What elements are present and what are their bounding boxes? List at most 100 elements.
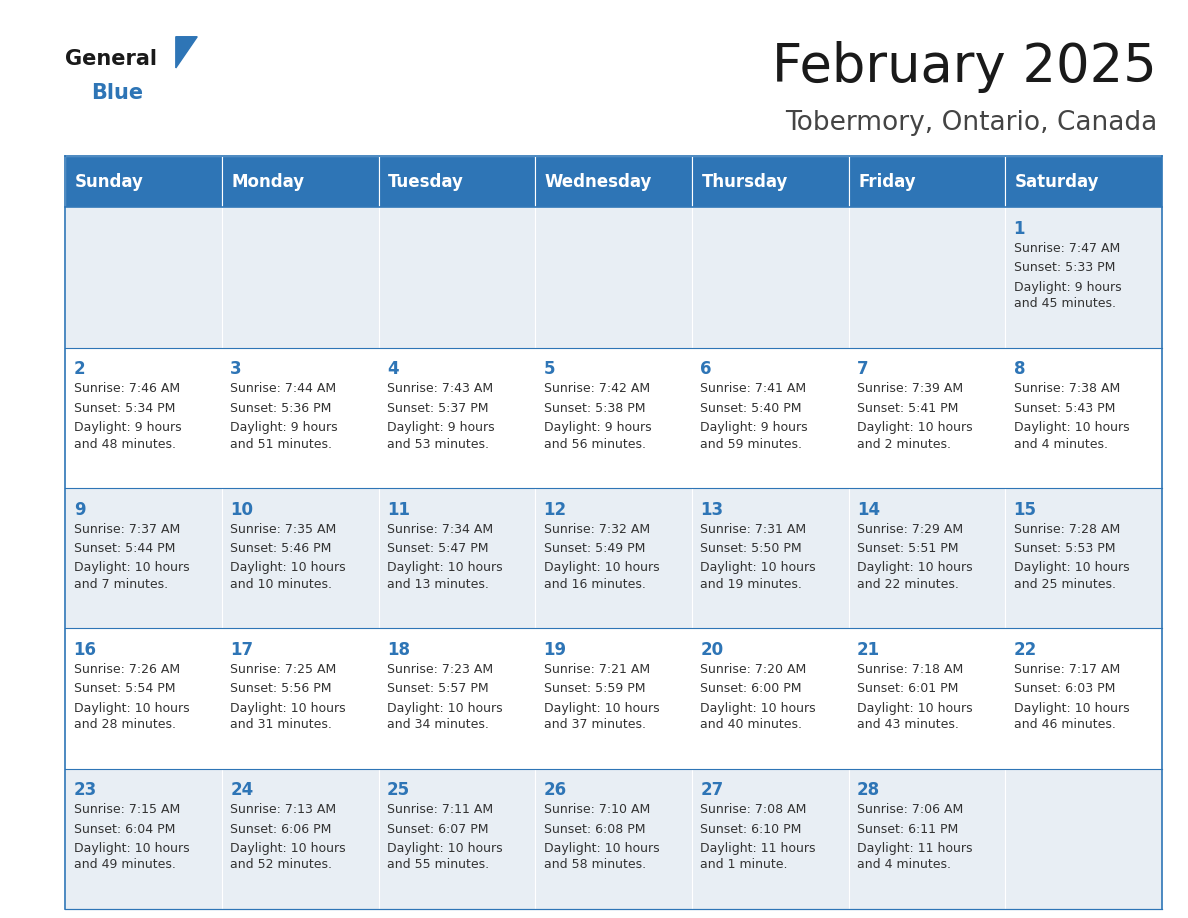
Text: Blue: Blue [91, 83, 144, 103]
Bar [848, 156, 1005, 207]
Text: Tuesday: Tuesday [388, 173, 465, 191]
Bar [1005, 628, 1162, 768]
Text: Sunset: 5:59 PM: Sunset: 5:59 PM [544, 682, 645, 695]
Bar [536, 768, 691, 909]
Text: Sunset: 5:34 PM: Sunset: 5:34 PM [74, 402, 175, 415]
Text: 3: 3 [230, 361, 242, 378]
Text: Daylight: 10 hours
and 34 minutes.: Daylight: 10 hours and 34 minutes. [387, 701, 503, 731]
Text: 20: 20 [700, 641, 723, 659]
Text: 15: 15 [1013, 500, 1037, 519]
Text: Daylight: 10 hours
and 2 minutes.: Daylight: 10 hours and 2 minutes. [857, 421, 973, 451]
Bar [379, 348, 536, 487]
Text: Sunset: 6:01 PM: Sunset: 6:01 PM [857, 682, 959, 695]
Bar [691, 487, 848, 628]
Bar [848, 628, 1005, 768]
Text: Sunrise: 7:20 AM: Sunrise: 7:20 AM [700, 663, 807, 676]
Bar [1005, 207, 1162, 348]
Text: Sunset: 6:03 PM: Sunset: 6:03 PM [1013, 682, 1114, 695]
Text: Daylight: 10 hours
and 10 minutes.: Daylight: 10 hours and 10 minutes. [230, 561, 346, 591]
Text: 18: 18 [387, 641, 410, 659]
Text: Sunrise: 7:17 AM: Sunrise: 7:17 AM [1013, 663, 1120, 676]
Text: Sunset: 5:54 PM: Sunset: 5:54 PM [74, 682, 175, 695]
Bar [379, 628, 536, 768]
Bar [1005, 348, 1162, 487]
Text: Sunrise: 7:32 AM: Sunrise: 7:32 AM [544, 522, 650, 536]
Text: Sunrise: 7:31 AM: Sunrise: 7:31 AM [700, 522, 807, 536]
Text: Sunrise: 7:39 AM: Sunrise: 7:39 AM [857, 383, 963, 396]
Text: Sunset: 6:07 PM: Sunset: 6:07 PM [387, 823, 488, 835]
Text: Daylight: 9 hours
and 51 minutes.: Daylight: 9 hours and 51 minutes. [230, 421, 337, 451]
Bar [65, 628, 222, 768]
Text: 26: 26 [544, 781, 567, 800]
Text: Daylight: 10 hours
and 7 minutes.: Daylight: 10 hours and 7 minutes. [74, 561, 189, 591]
Bar [691, 207, 848, 348]
Bar [222, 156, 379, 207]
Text: 23: 23 [74, 781, 97, 800]
Bar [848, 768, 1005, 909]
Bar [65, 348, 222, 487]
Text: Daylight: 10 hours
and 25 minutes.: Daylight: 10 hours and 25 minutes. [1013, 561, 1129, 591]
Text: 17: 17 [230, 641, 253, 659]
Text: Daylight: 10 hours
and 28 minutes.: Daylight: 10 hours and 28 minutes. [74, 701, 189, 731]
Text: Sunrise: 7:43 AM: Sunrise: 7:43 AM [387, 383, 493, 396]
Bar [222, 487, 379, 628]
Bar [536, 628, 691, 768]
Text: Daylight: 11 hours
and 1 minute.: Daylight: 11 hours and 1 minute. [700, 842, 816, 871]
Text: Sunset: 5:53 PM: Sunset: 5:53 PM [1013, 542, 1116, 555]
Text: Sunrise: 7:15 AM: Sunrise: 7:15 AM [74, 803, 179, 816]
Text: Sunrise: 7:06 AM: Sunrise: 7:06 AM [857, 803, 963, 816]
Text: 8: 8 [1013, 361, 1025, 378]
Text: Tobermory, Ontario, Canada: Tobermory, Ontario, Canada [785, 110, 1157, 136]
Text: Sunrise: 7:10 AM: Sunrise: 7:10 AM [544, 803, 650, 816]
Text: Daylight: 9 hours
and 53 minutes.: Daylight: 9 hours and 53 minutes. [387, 421, 494, 451]
Text: 27: 27 [700, 781, 723, 800]
Text: Friday: Friday [858, 173, 916, 191]
Bar [691, 768, 848, 909]
Bar [848, 348, 1005, 487]
Text: Sunset: 5:49 PM: Sunset: 5:49 PM [544, 542, 645, 555]
Text: Sunrise: 7:11 AM: Sunrise: 7:11 AM [387, 803, 493, 816]
Bar [536, 207, 691, 348]
Text: 14: 14 [857, 500, 880, 519]
Text: February 2025: February 2025 [772, 41, 1157, 94]
Text: Daylight: 9 hours
and 56 minutes.: Daylight: 9 hours and 56 minutes. [544, 421, 651, 451]
Text: Sunrise: 7:08 AM: Sunrise: 7:08 AM [700, 803, 807, 816]
Text: Sunrise: 7:34 AM: Sunrise: 7:34 AM [387, 522, 493, 536]
Text: Daylight: 10 hours
and 4 minutes.: Daylight: 10 hours and 4 minutes. [1013, 421, 1129, 451]
Text: Sunrise: 7:25 AM: Sunrise: 7:25 AM [230, 663, 336, 676]
Bar [691, 348, 848, 487]
Bar [379, 768, 536, 909]
Text: Sunday: Sunday [75, 173, 144, 191]
Bar [1005, 768, 1162, 909]
Text: 16: 16 [74, 641, 96, 659]
Text: Sunrise: 7:46 AM: Sunrise: 7:46 AM [74, 383, 179, 396]
Text: Sunrise: 7:42 AM: Sunrise: 7:42 AM [544, 383, 650, 396]
Text: 11: 11 [387, 500, 410, 519]
Text: 6: 6 [700, 361, 712, 378]
Text: Daylight: 9 hours
and 45 minutes.: Daylight: 9 hours and 45 minutes. [1013, 281, 1121, 310]
Text: 9: 9 [74, 500, 86, 519]
Bar [379, 156, 536, 207]
Bar [1005, 487, 1162, 628]
Text: Sunrise: 7:28 AM: Sunrise: 7:28 AM [1013, 522, 1120, 536]
Text: Daylight: 10 hours
and 58 minutes.: Daylight: 10 hours and 58 minutes. [544, 842, 659, 871]
Text: Daylight: 10 hours
and 49 minutes.: Daylight: 10 hours and 49 minutes. [74, 842, 189, 871]
Text: Sunset: 5:33 PM: Sunset: 5:33 PM [1013, 262, 1114, 274]
Bar [1005, 156, 1162, 207]
Bar [848, 207, 1005, 348]
Text: Sunrise: 7:26 AM: Sunrise: 7:26 AM [74, 663, 179, 676]
Bar [222, 628, 379, 768]
Bar [848, 487, 1005, 628]
Bar [222, 207, 379, 348]
Text: Daylight: 10 hours
and 22 minutes.: Daylight: 10 hours and 22 minutes. [857, 561, 973, 591]
Text: Sunrise: 7:23 AM: Sunrise: 7:23 AM [387, 663, 493, 676]
Text: Sunset: 5:57 PM: Sunset: 5:57 PM [387, 682, 488, 695]
Text: Sunset: 5:37 PM: Sunset: 5:37 PM [387, 402, 488, 415]
Text: Sunset: 5:50 PM: Sunset: 5:50 PM [700, 542, 802, 555]
Text: Sunset: 5:43 PM: Sunset: 5:43 PM [1013, 402, 1114, 415]
Text: Sunset: 5:47 PM: Sunset: 5:47 PM [387, 542, 488, 555]
Text: Sunset: 5:36 PM: Sunset: 5:36 PM [230, 402, 331, 415]
Text: 19: 19 [544, 641, 567, 659]
Text: Sunrise: 7:29 AM: Sunrise: 7:29 AM [857, 522, 963, 536]
Bar [691, 628, 848, 768]
